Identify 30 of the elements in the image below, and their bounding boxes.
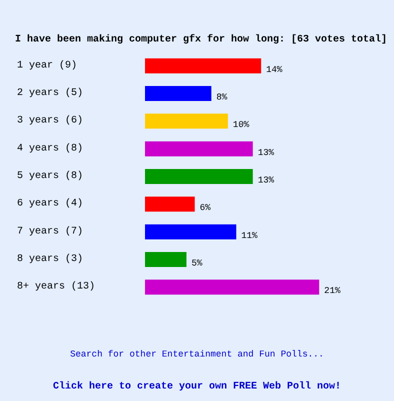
y-tick-label: 5 years (8) (17, 170, 84, 182)
data-label: 8% (216, 92, 228, 102)
data-label: 10% (232, 120, 250, 130)
text: Search for other Entertainment and Fun Polls... (70, 350, 324, 360)
data-label: 5% (191, 258, 203, 268)
bar (145, 141, 253, 156)
data-label: 13% (258, 176, 275, 186)
y-tick-label: 8 years (3) (17, 253, 84, 265)
bar (145, 58, 262, 74)
data-label: 14% (266, 64, 283, 75)
y-tick-label: 6 years (4) (17, 198, 84, 210)
bar (145, 86, 212, 101)
y-tick-label: 2 years (5) (17, 87, 84, 99)
text: Click here to create your own FREE Web Poll now! (52, 380, 342, 392)
data-label: 13% (258, 148, 275, 158)
bar (145, 280, 320, 295)
y-tick-label: 8+ years (13) (17, 280, 96, 293)
chart-title: I have been making computer gfx for how long: [63 votes total] (15, 34, 388, 46)
data-label: 21% (324, 286, 341, 296)
y-tick-label: 3 years (6) (17, 114, 84, 127)
bar (145, 196, 195, 212)
bar (145, 169, 253, 184)
y-tick-label: 1 year (9) (17, 59, 78, 72)
data-label: 6% (200, 203, 212, 214)
y-tick-label: 7 years (7) (17, 225, 84, 238)
bar (145, 252, 186, 267)
data-label: 11% (241, 230, 258, 241)
bar (145, 224, 236, 240)
bar (145, 114, 228, 129)
y-tick-label: 4 years (8) (17, 142, 84, 154)
